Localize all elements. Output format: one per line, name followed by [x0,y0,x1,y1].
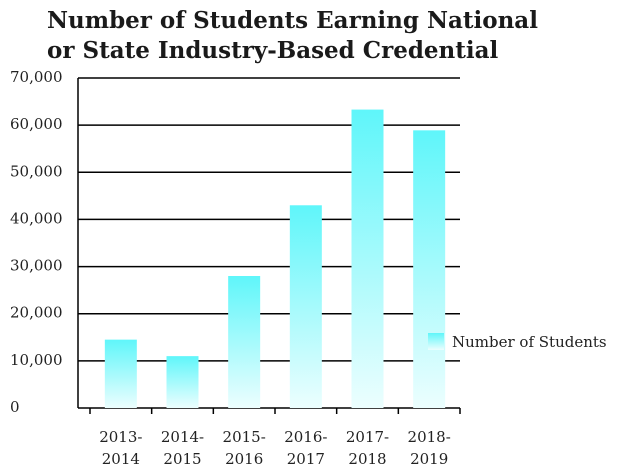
y-tick-label: 60,000 [10,115,63,133]
x-tick-label: 2015-2016 [223,428,266,468]
x-tick-label: 2016-2017 [284,428,327,468]
y-tick-label: 40,000 [10,209,63,227]
chart-title: Number of Students Earning National or St… [47,7,538,64]
y-tick-label: 10,000 [10,351,63,369]
y-tick-label: 30,000 [10,257,63,275]
bar [413,130,446,409]
y-tick-label: 0 [10,398,20,416]
y-tick-label: 70,000 [10,68,63,86]
bar [351,109,384,408]
bar [104,339,137,408]
x-tick-label: 2018-2019 [408,428,451,468]
x-tick-label: 2017-2018 [346,428,389,468]
x-tick-label: 2014-2015 [161,428,204,468]
y-tick-label: 20,000 [10,304,63,322]
y-tick-label: 50,000 [10,162,63,180]
x-tick-label: 2013-2014 [99,428,142,468]
legend-swatch [428,333,444,350]
bar [228,276,261,408]
bar [166,356,199,408]
legend-label: Number of Students [452,333,607,351]
bar [289,205,322,408]
